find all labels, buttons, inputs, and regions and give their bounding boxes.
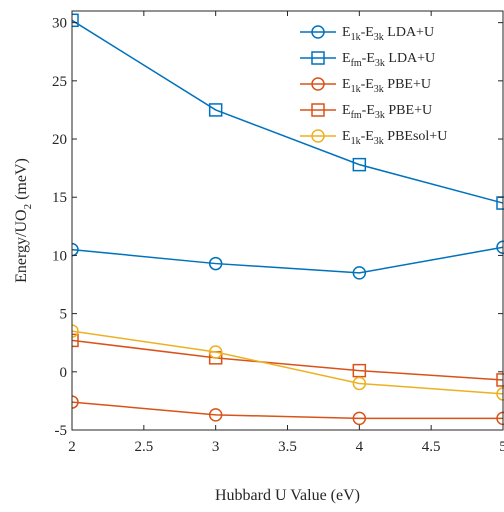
y-axis-label-main: Energy/UO [13, 209, 30, 282]
legend-item: E1k-E3k PBEsol+U [300, 129, 447, 147]
legend-label-subscript: 1k [351, 84, 361, 95]
y-tick-label: 5 [60, 307, 68, 323]
series-line [72, 246, 504, 274]
legend-item: E1k-E3k LDA+U [300, 25, 434, 43]
series-line [72, 401, 503, 420]
legend-label-subscript: 3k [374, 136, 384, 147]
data-point [208, 345, 223, 359]
x-axis-label: Hubbard U Value (eV) [215, 487, 360, 504]
legend-label-subscript: 1k [351, 32, 361, 43]
legend-swatch-marker [311, 51, 325, 65]
legend-label-subscript: fm [351, 110, 362, 121]
legend-label-part: LDA+U [384, 25, 434, 40]
legend-label-part: E [342, 51, 351, 66]
legend-label-part: PBEsol+U [384, 129, 448, 144]
axes: 2 2.5 3 3.5 4 4.5 5 -5 0 5 10 15 20 25 30 [52, 10, 504, 455]
series-1 [72, 13, 504, 210]
data-point [72, 333, 79, 348]
legend-label-subscript: 3k [375, 58, 385, 69]
series-line [72, 330, 504, 395]
legend-label: E1k-E3k LDA+U [342, 25, 434, 43]
legend-label-subscript: 3k [374, 84, 384, 95]
data-point [352, 363, 367, 378]
series-4 [72, 324, 504, 401]
y-tick-label: 10 [52, 248, 67, 264]
legend-swatch-marker [311, 77, 325, 91]
data-point [208, 103, 223, 117]
legend-swatch-marker [311, 103, 325, 117]
data-point [208, 256, 223, 271]
legend-label-part: -E [362, 51, 375, 66]
series-group [72, 13, 504, 426]
legend-label-part: -E [361, 77, 374, 92]
y-axis-label-unit: (meV) [13, 158, 30, 204]
data-point [208, 408, 223, 422]
y-axis-label: Energy/UO2 (meV) [13, 158, 34, 283]
legend-label: Efm-E3k PBE+U [342, 103, 432, 121]
legend-label-subscript: 3k [375, 110, 385, 121]
y-tick-label: 15 [52, 190, 67, 206]
y-tick-label: 20 [52, 132, 67, 148]
data-point [352, 157, 367, 172]
data-point [72, 395, 79, 409]
legend-item: Efm-E3k PBE+U [300, 103, 432, 121]
legend-item: Efm-E3k LDA+U [300, 51, 435, 69]
y-axis-label-subscript: 2 [22, 204, 34, 210]
legend-label-part: -E [362, 103, 375, 118]
legend-label-part: -E [361, 25, 374, 40]
x-tick-label: 3 [212, 439, 220, 455]
legend-label-part: E [342, 25, 351, 40]
y-tick-label: 0 [60, 365, 68, 381]
legend-label-part: LDA+U [385, 51, 435, 66]
legend-label: E1k-E3k PBE+U [342, 77, 431, 95]
series-line [72, 339, 504, 381]
series-2 [72, 395, 504, 426]
y-tick-label: 25 [52, 74, 67, 90]
legend-label-part: -E [361, 129, 374, 144]
legend-label-subscript: 3k [374, 32, 384, 43]
legend-label-part: E [342, 77, 351, 92]
data-point [72, 242, 79, 257]
legend-swatch-marker [311, 129, 325, 143]
x-tick-label: 4 [356, 439, 364, 455]
series-line [72, 19, 504, 204]
data-point [72, 13, 79, 28]
legend-label-part: E [342, 103, 351, 118]
x-tick-label: 2.5 [134, 439, 153, 455]
y-tick-label: -5 [55, 423, 68, 439]
data-point [352, 376, 367, 391]
legend-label: Efm-E3k LDA+U [342, 51, 435, 69]
data-point [352, 266, 367, 280]
x-tick-label: 5 [499, 439, 504, 455]
legend-item: E1k-E3k PBE+U [300, 77, 431, 95]
legend-swatch-marker [311, 25, 325, 39]
legend-label-subscript: fm [351, 58, 362, 69]
series-0 [72, 240, 504, 280]
series-3 [72, 333, 504, 387]
x-tick-label: 4.5 [422, 439, 441, 455]
legend-label-part: E [342, 129, 351, 144]
legend-label-part: PBE+U [384, 77, 431, 92]
x-tick-label: 2 [68, 439, 76, 455]
y-tick-label: 30 [52, 16, 67, 32]
data-point [72, 324, 79, 338]
legend-label: E1k-E3k PBEsol+U [342, 129, 447, 147]
legend-label-subscript: 1k [351, 136, 361, 147]
x-tick-label: 3.5 [278, 439, 297, 455]
data-point [352, 411, 367, 426]
legend-label-part: PBE+U [385, 103, 432, 118]
